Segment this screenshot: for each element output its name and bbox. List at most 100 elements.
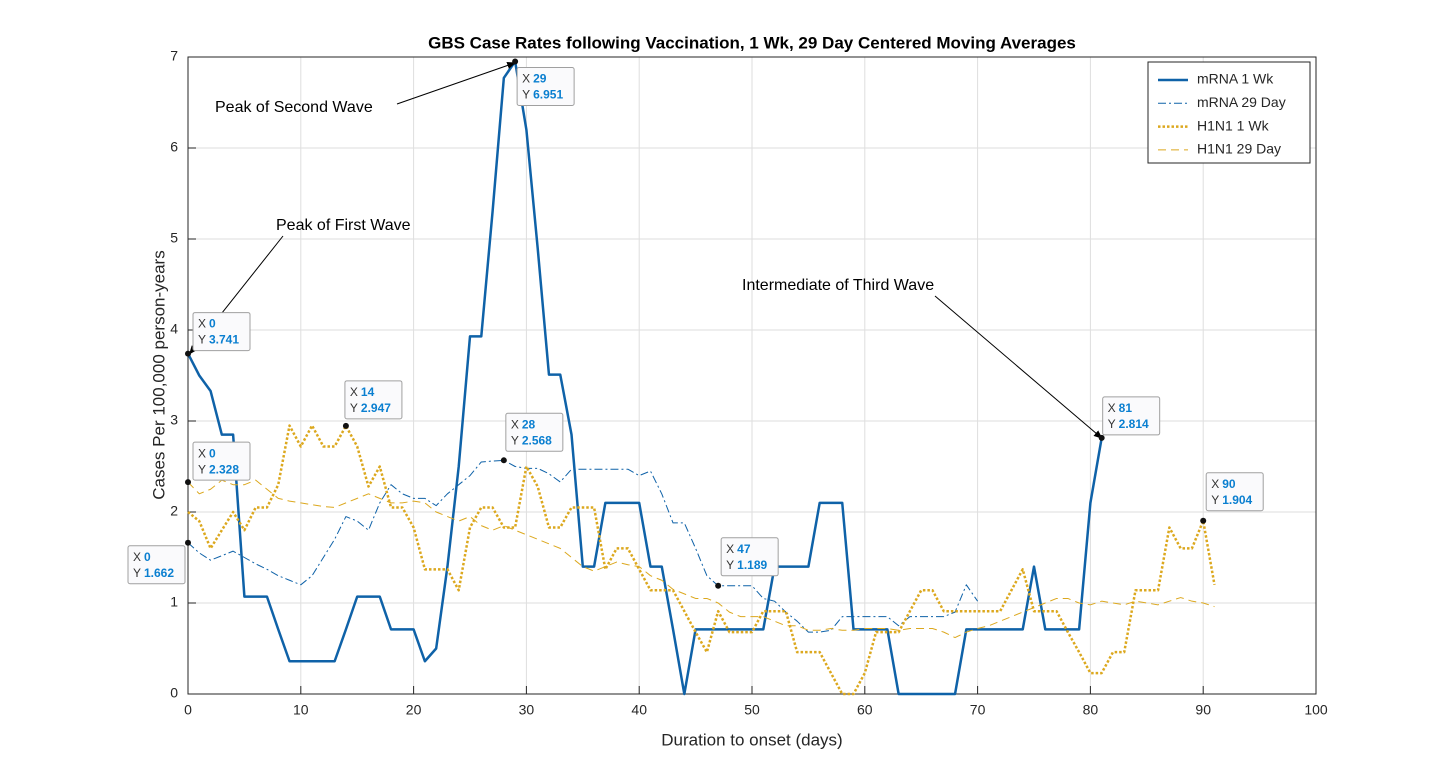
datatip-x-key: X: [350, 385, 358, 399]
x-tick-label: 70: [970, 702, 986, 718]
x-tick-label: 60: [857, 702, 873, 718]
datatip: X 0Y 1.662: [127, 539, 191, 585]
datatip-y-value: 2.328: [209, 462, 239, 476]
x-tick-label: 0: [184, 702, 192, 718]
datatip-x-key: X: [511, 417, 519, 431]
x-tick-label: 90: [1195, 702, 1211, 718]
datatip-point: [500, 457, 507, 464]
datatip-box: [127, 545, 186, 585]
datatip-point: [185, 350, 191, 357]
x-tick-label: 30: [519, 702, 535, 718]
datatip-y-value: 1.662: [144, 566, 174, 580]
annotation: Peak of First Wave: [276, 217, 411, 234]
datatip-point: [1098, 434, 1105, 441]
x-tick-label: 20: [406, 702, 422, 718]
x-tick-label: 10: [293, 702, 309, 718]
x-tick-label: 80: [1083, 702, 1099, 718]
legend-label: H1N1 1 Wk: [1197, 117, 1270, 133]
datatip-x-key: X: [1211, 477, 1219, 491]
datatip: X 47Y 1.189: [715, 537, 779, 589]
legend-label: mRNA 1 Wk: [1197, 71, 1274, 87]
datatip-point: [185, 539, 191, 546]
legend: mRNA 1 Wk mRNA 29 Day H1N1 1 Wk H1N1 29 Day: [1147, 61, 1311, 164]
y-tick-label: 1: [170, 594, 178, 610]
datatip-y-value: 1.904: [1222, 493, 1252, 507]
annotation-arrow: [934, 295, 1104, 440]
datatip-point: [342, 422, 349, 429]
datatip-x-value: 14: [361, 385, 375, 399]
datatip-box: [1205, 472, 1264, 512]
datatip: X 0Y 2.328: [185, 441, 251, 486]
y-axis-label: Cases Per 100,000 person-years: [149, 250, 168, 499]
legend-label: H1N1 29 Day: [1197, 141, 1281, 157]
x-tick-label: 50: [744, 702, 760, 718]
x-tick-label: 100: [1304, 702, 1328, 718]
datatip-x-value: 28: [522, 417, 536, 431]
y-tick-label: 2: [170, 503, 178, 519]
datatip-y-key: Y: [511, 433, 519, 447]
y-tick-label: 6: [170, 139, 178, 155]
datatip: X 28Y 2.568: [500, 412, 564, 464]
datatip-y-key: Y: [350, 401, 358, 415]
legend-label: mRNA 29 Day: [1197, 94, 1286, 110]
y-tick-label: 7: [170, 48, 178, 64]
series-line: [187, 424, 1216, 696]
chart-title: GBS Case Rates following Vaccination, 1 …: [428, 33, 1076, 52]
datatip-y-key: Y: [726, 558, 734, 572]
datatip-x-key: X: [133, 550, 141, 564]
datatip-x-value: 47: [737, 542, 751, 556]
datatip-y-value: 2.814: [1119, 417, 1149, 431]
datatip: X 0Y 3.741: [185, 312, 251, 357]
datatip-x-key: X: [198, 446, 206, 460]
annotation: Peak of Second Wave: [215, 99, 373, 116]
datatip-box: [192, 441, 251, 481]
datatip-y-key: Y: [1211, 493, 1219, 507]
datatip-y-key: Y: [198, 333, 206, 347]
datatip-point: [512, 58, 519, 65]
datatip-box: [344, 380, 403, 420]
y-tick-label: 0: [170, 685, 178, 701]
series-line: [187, 459, 979, 633]
datatip-y-value: 2.947: [361, 401, 391, 415]
y-tick-label: 4: [170, 321, 178, 337]
datatip-y-key: Y: [133, 566, 141, 580]
datatip-x-key: X: [1108, 401, 1116, 415]
x-tick-label: 40: [631, 702, 647, 718]
datatip-y-value: 6.951: [533, 88, 563, 102]
x-axis-label: Duration to onset (days): [661, 730, 842, 749]
y-tick-label: 5: [170, 230, 178, 246]
datatip-y-key: Y: [522, 88, 530, 102]
datatip-y-value: 1.189: [737, 558, 767, 572]
datatip-x-value: 90: [1222, 477, 1236, 491]
datatip-y-key: Y: [198, 462, 206, 476]
datatip-point: [1200, 517, 1207, 524]
datatip-box: [1102, 396, 1161, 436]
datatip-y-value: 3.741: [209, 333, 239, 347]
datatip-point: [715, 582, 722, 589]
datatip-box: [720, 537, 779, 577]
annotation-arrow: [396, 61, 517, 105]
datatip: X 81Y 2.814: [1098, 396, 1161, 441]
datatip-x-key: X: [726, 542, 734, 556]
datatip-x-value: 0: [209, 317, 216, 331]
annotation: Intermediate of Third Wave: [742, 277, 934, 294]
datatip-x-value: 81: [1119, 401, 1133, 415]
datatip: X 14Y 2.947: [342, 380, 403, 429]
datatip-y-key: Y: [1108, 417, 1116, 431]
series-line: [186, 60, 1103, 696]
datatip: X 90Y 1.904: [1200, 472, 1264, 524]
datatip-x-value: 0: [144, 550, 151, 564]
datatip-box: [192, 312, 251, 352]
datatip-x-value: 29: [533, 72, 547, 86]
datatip-box: [516, 66, 575, 106]
plot-frame: [187, 56, 1317, 695]
datatip-box: [505, 412, 564, 452]
datatip-point: [185, 479, 191, 486]
datatip-x-value: 0: [209, 446, 216, 460]
datatip-x-key: X: [198, 317, 206, 331]
y-tick-label: 3: [170, 412, 178, 428]
datatip: X 29Y 6.951: [512, 58, 575, 106]
datatip-x-key: X: [522, 72, 530, 86]
datatip-y-value: 2.568: [522, 433, 552, 447]
